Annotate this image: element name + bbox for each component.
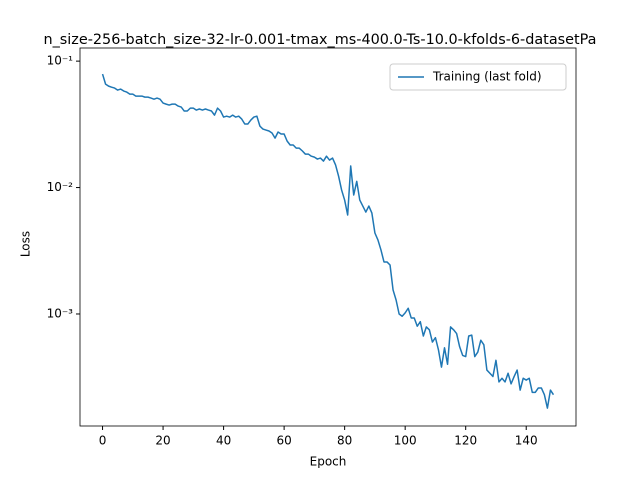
y-axis-label: Loss xyxy=(19,231,33,257)
y-tick-label: 10⁻³ xyxy=(47,306,74,320)
chart-title: n_size-256-batch_size-32-lr-0.001-tmax_m… xyxy=(43,32,596,48)
legend-label: Training (last fold) xyxy=(432,70,542,84)
legend-box xyxy=(389,63,567,91)
y-tick-label: 10⁻¹ xyxy=(47,54,74,68)
plot-frame xyxy=(79,47,577,427)
x-tick-label: 80 xyxy=(337,434,352,448)
x-tick-label: 20 xyxy=(155,434,170,448)
y-tick-label: 10⁻² xyxy=(47,180,74,194)
line xyxy=(101,73,555,409)
x-tick-label: 0 xyxy=(99,434,107,448)
x-tick-label: 40 xyxy=(216,434,231,448)
x-tick-label: 140 xyxy=(515,434,538,448)
x-tick-label: 100 xyxy=(394,434,417,448)
x-tick-label: 60 xyxy=(276,434,291,448)
x-axis-label: Epoch xyxy=(310,455,347,469)
x-tick-label: 120 xyxy=(454,434,477,448)
